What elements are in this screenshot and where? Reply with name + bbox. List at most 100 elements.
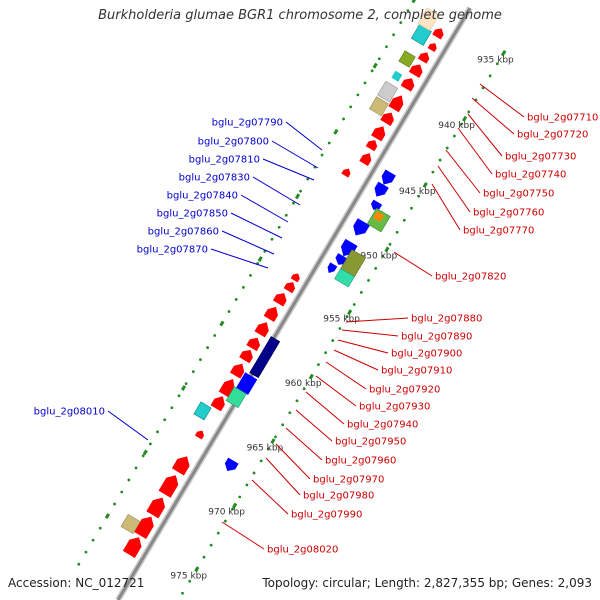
summary-text: Topology: circular; Length: 2,827,355 bp… <box>262 576 592 590</box>
forward-gene <box>224 457 239 471</box>
tick-label: 945 kbp <box>399 187 436 197</box>
minor-tick <box>488 74 492 78</box>
major-tick <box>347 309 353 316</box>
minor-tick <box>349 105 353 109</box>
minor-tick <box>402 218 406 222</box>
reverse-gene <box>225 386 247 409</box>
label-connector <box>467 113 503 157</box>
tick-label: 975 kbp <box>170 571 207 581</box>
forward-gene-label: bglu_2g07800 <box>198 137 269 148</box>
accession-text: Accession: NC_012721 <box>8 576 145 590</box>
reverse-gene-label: bglu_2g07900 <box>391 349 462 360</box>
minor-tick <box>181 591 184 595</box>
minor-tick <box>141 454 145 458</box>
minor-tick <box>120 490 124 494</box>
reverse-gene <box>391 70 403 82</box>
minor-tick <box>213 334 217 337</box>
minor-tick <box>177 394 181 398</box>
minor-tick <box>241 286 245 289</box>
minor-tick <box>281 423 285 427</box>
label-connector <box>271 140 319 169</box>
reverse-gene-label: bglu_2g07950 <box>335 437 406 448</box>
minor-tick <box>359 291 363 294</box>
minor-tick <box>445 146 449 150</box>
reverse-gene <box>380 112 394 126</box>
reverse-gene <box>398 50 416 68</box>
minor-tick <box>292 201 295 205</box>
reverse-gene <box>229 363 245 379</box>
minor-tick <box>295 399 299 403</box>
tick-label: 970 kbp <box>208 508 245 518</box>
label-connector <box>315 375 357 407</box>
backbone-line <box>116 7 472 600</box>
minor-tick <box>342 117 345 121</box>
minor-tick <box>331 339 335 342</box>
major-tick <box>422 182 428 188</box>
reverse-gene <box>427 43 437 53</box>
minor-tick <box>216 531 220 535</box>
major-tick <box>257 256 263 262</box>
reverse-gene <box>408 64 423 78</box>
label-connector <box>230 212 283 239</box>
reverse-gene <box>400 78 415 92</box>
minor-tick <box>377 57 381 61</box>
label-connector <box>337 339 389 354</box>
tick-label: 965 kbp <box>247 443 284 453</box>
minor-tick <box>277 225 281 229</box>
major-tick <box>104 513 110 519</box>
minor-tick <box>495 62 499 66</box>
reverse-gene <box>341 168 351 178</box>
major-tick <box>372 62 378 69</box>
label-connector <box>295 409 333 442</box>
minor-tick <box>77 562 81 566</box>
label-connector <box>479 83 525 118</box>
minor-tick <box>338 327 342 330</box>
minor-tick <box>209 543 213 547</box>
label-connector <box>262 158 315 181</box>
tick-label: 950 kbp <box>361 252 398 262</box>
reverse-gene <box>246 337 261 352</box>
label-connector <box>431 183 461 231</box>
reverse-gene <box>432 28 444 40</box>
minor-tick <box>249 273 252 277</box>
reverse-gene <box>146 497 166 519</box>
reverse-gene <box>194 430 205 440</box>
reverse-gene <box>239 349 253 364</box>
reverse-gene <box>120 514 141 535</box>
minor-tick <box>206 346 209 349</box>
label-connector <box>341 329 399 337</box>
forward-gene-label: bglu_2g07870 <box>137 245 208 256</box>
label-connector <box>107 410 149 441</box>
minor-tick <box>184 382 188 386</box>
reverse-gene <box>254 322 269 338</box>
minor-tick <box>417 194 421 198</box>
label-connector <box>333 349 379 371</box>
reverse-gene-label: bglu_2g07960 <box>325 456 396 467</box>
minor-tick <box>438 158 442 162</box>
label-connector <box>437 165 471 213</box>
minor-tick <box>367 279 370 282</box>
minor-tick <box>224 519 227 523</box>
minor-tick <box>356 93 360 97</box>
reverse-gene <box>171 456 190 476</box>
minor-tick <box>259 459 263 463</box>
forward-gene-label: bglu_2g08010 <box>34 407 105 418</box>
label-connector <box>457 127 493 175</box>
label-connector <box>471 97 515 135</box>
minor-tick <box>363 81 367 85</box>
reverse-gene-label: bglu_2g07930 <box>359 402 430 413</box>
label-connector <box>265 457 301 496</box>
minor-tick <box>399 21 403 25</box>
inner-tick-track <box>181 50 506 595</box>
reverse-gene-label: bglu_2g07990 <box>291 510 362 521</box>
tick-label: 955 kbp <box>323 314 360 324</box>
forward-gene-label: bglu_2g07810 <box>189 155 260 166</box>
minor-tick <box>406 9 410 13</box>
minor-tick <box>266 447 270 451</box>
major-tick <box>180 385 187 391</box>
forward-gene-label: bglu_2g07850 <box>157 209 228 220</box>
minor-tick <box>245 483 249 487</box>
major-tick <box>294 193 301 200</box>
reverse-gene-label: bglu_2g07740 <box>495 170 566 181</box>
